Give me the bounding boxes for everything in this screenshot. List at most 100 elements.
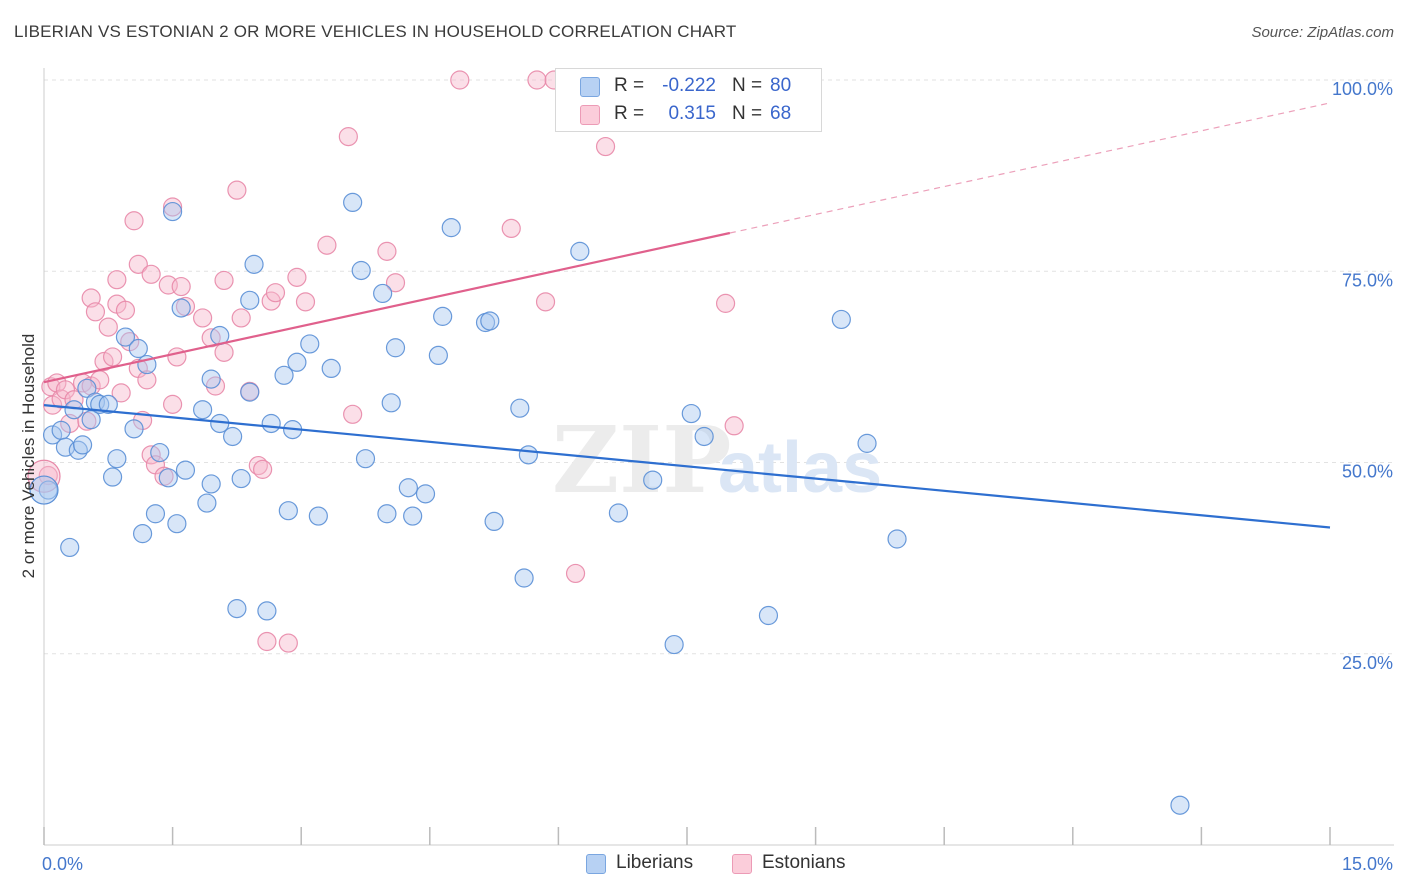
liberian-point	[287, 352, 307, 372]
liberian-point	[72, 435, 93, 455]
liberian-point	[257, 601, 277, 621]
estonian-point	[111, 383, 131, 403]
estonian-point	[501, 218, 521, 239]
legend-r-value: -0.222	[662, 75, 716, 96]
liberian-point	[608, 503, 629, 523]
liberian-point	[415, 484, 436, 504]
liberian-point	[227, 599, 247, 619]
liberian-point	[42, 425, 63, 445]
estonian-point	[163, 394, 183, 414]
y-tick-label: 50.0%	[1342, 462, 1393, 482]
series-swatch-pink	[732, 854, 752, 874]
liberian-point	[398, 478, 418, 498]
liberian-point	[887, 529, 907, 549]
estonian-point	[98, 317, 118, 337]
estonian-point	[295, 292, 316, 312]
x-tick-label: 0.0%	[42, 854, 83, 874]
estonian-point	[257, 631, 277, 652]
estonian-point	[227, 180, 247, 200]
liberian-point	[664, 634, 684, 655]
liberian-point	[831, 309, 851, 330]
estonian-point	[214, 342, 234, 362]
estonian-point	[377, 241, 397, 261]
estonian-point	[724, 416, 744, 436]
legend-r-value: 0.315	[668, 103, 716, 124]
liberian-point	[231, 468, 251, 489]
liberian-point	[193, 400, 213, 420]
liberian-point	[694, 426, 714, 447]
estonian-point	[338, 127, 358, 147]
liberian-point	[77, 378, 97, 398]
legend-r-label: R =	[614, 75, 645, 96]
y-tick-label: 100.0%	[1332, 79, 1393, 99]
liberian-point	[373, 283, 393, 304]
y-tick-label: 25.0%	[1342, 653, 1393, 673]
estonian-point	[287, 267, 307, 287]
liberian-point	[857, 433, 877, 453]
estonian-point	[214, 270, 234, 291]
estonian-point	[124, 211, 144, 231]
liberian-point	[64, 400, 84, 420]
correlation-legend: R = -0.222 N = 80 R = 0.315 N = 68	[555, 68, 822, 132]
liberian-point	[321, 358, 341, 379]
estonian-point	[450, 70, 470, 90]
liberian-point	[175, 460, 196, 480]
legend-n-value: 68	[770, 103, 792, 124]
estonians-points	[27, 70, 744, 653]
watermark-atlas: atlas	[718, 428, 882, 508]
liberians-points	[29, 192, 1190, 815]
liberian-point	[261, 413, 281, 434]
legend-row-estonians: R = 0.315 N = 68	[556, 101, 821, 129]
estonian-point	[102, 347, 123, 367]
estonians-trend-line	[43, 231, 731, 384]
liberian-point	[518, 445, 538, 465]
grid-lines	[44, 79, 1394, 655]
estonian-point	[115, 300, 136, 320]
estonian-point	[527, 70, 547, 90]
legend-r-label: R =	[614, 103, 645, 124]
liberian-point	[51, 420, 71, 440]
estonian-point	[171, 276, 191, 297]
liberian-point	[514, 568, 534, 588]
estonian-point	[193, 308, 213, 328]
liberian-point	[570, 241, 590, 261]
estonian-point	[253, 459, 273, 479]
liberians-trend-line	[43, 404, 1331, 529]
liberian-point	[403, 506, 423, 526]
liberian-point	[29, 475, 59, 505]
liberian-point	[308, 506, 328, 526]
liberian-point	[223, 426, 243, 447]
zipatlas-watermark: ZIP atlas	[552, 406, 882, 514]
liberian-point	[145, 504, 166, 524]
axes	[43, 68, 1394, 846]
liberian-point	[244, 254, 264, 274]
legend-swatch-blue	[580, 77, 600, 97]
liberian-point	[480, 311, 500, 331]
liberian-point	[484, 511, 504, 532]
liberian-point	[132, 524, 153, 544]
y-tick-label: 75.0%	[1342, 270, 1393, 290]
legend-n-label: N =	[732, 75, 763, 96]
estonian-point	[265, 283, 286, 303]
estonian-point	[595, 136, 616, 157]
watermark-zip: ZIP	[552, 406, 731, 514]
legend-row-liberians: R = -0.222 N = 80	[556, 73, 821, 101]
estonian-point	[535, 292, 556, 312]
estonian-point	[141, 264, 161, 284]
liberian-point	[381, 393, 401, 413]
liberian-point	[351, 260, 371, 281]
estonian-point	[317, 235, 337, 255]
liberian-point	[385, 338, 406, 358]
liberian-point	[758, 605, 779, 626]
trend-lines	[43, 102, 1331, 529]
liberian-point	[355, 449, 376, 469]
liberian-point	[115, 327, 136, 347]
legend-n-label: N =	[732, 103, 763, 124]
x-tick-label: 15.0%	[1342, 854, 1393, 874]
series-label-liberians: Liberians	[616, 852, 694, 873]
liberian-point	[681, 403, 701, 424]
estonian-point	[107, 270, 127, 290]
estonian-point	[278, 633, 298, 653]
liberian-point	[274, 365, 294, 385]
estonian-point	[163, 197, 183, 217]
